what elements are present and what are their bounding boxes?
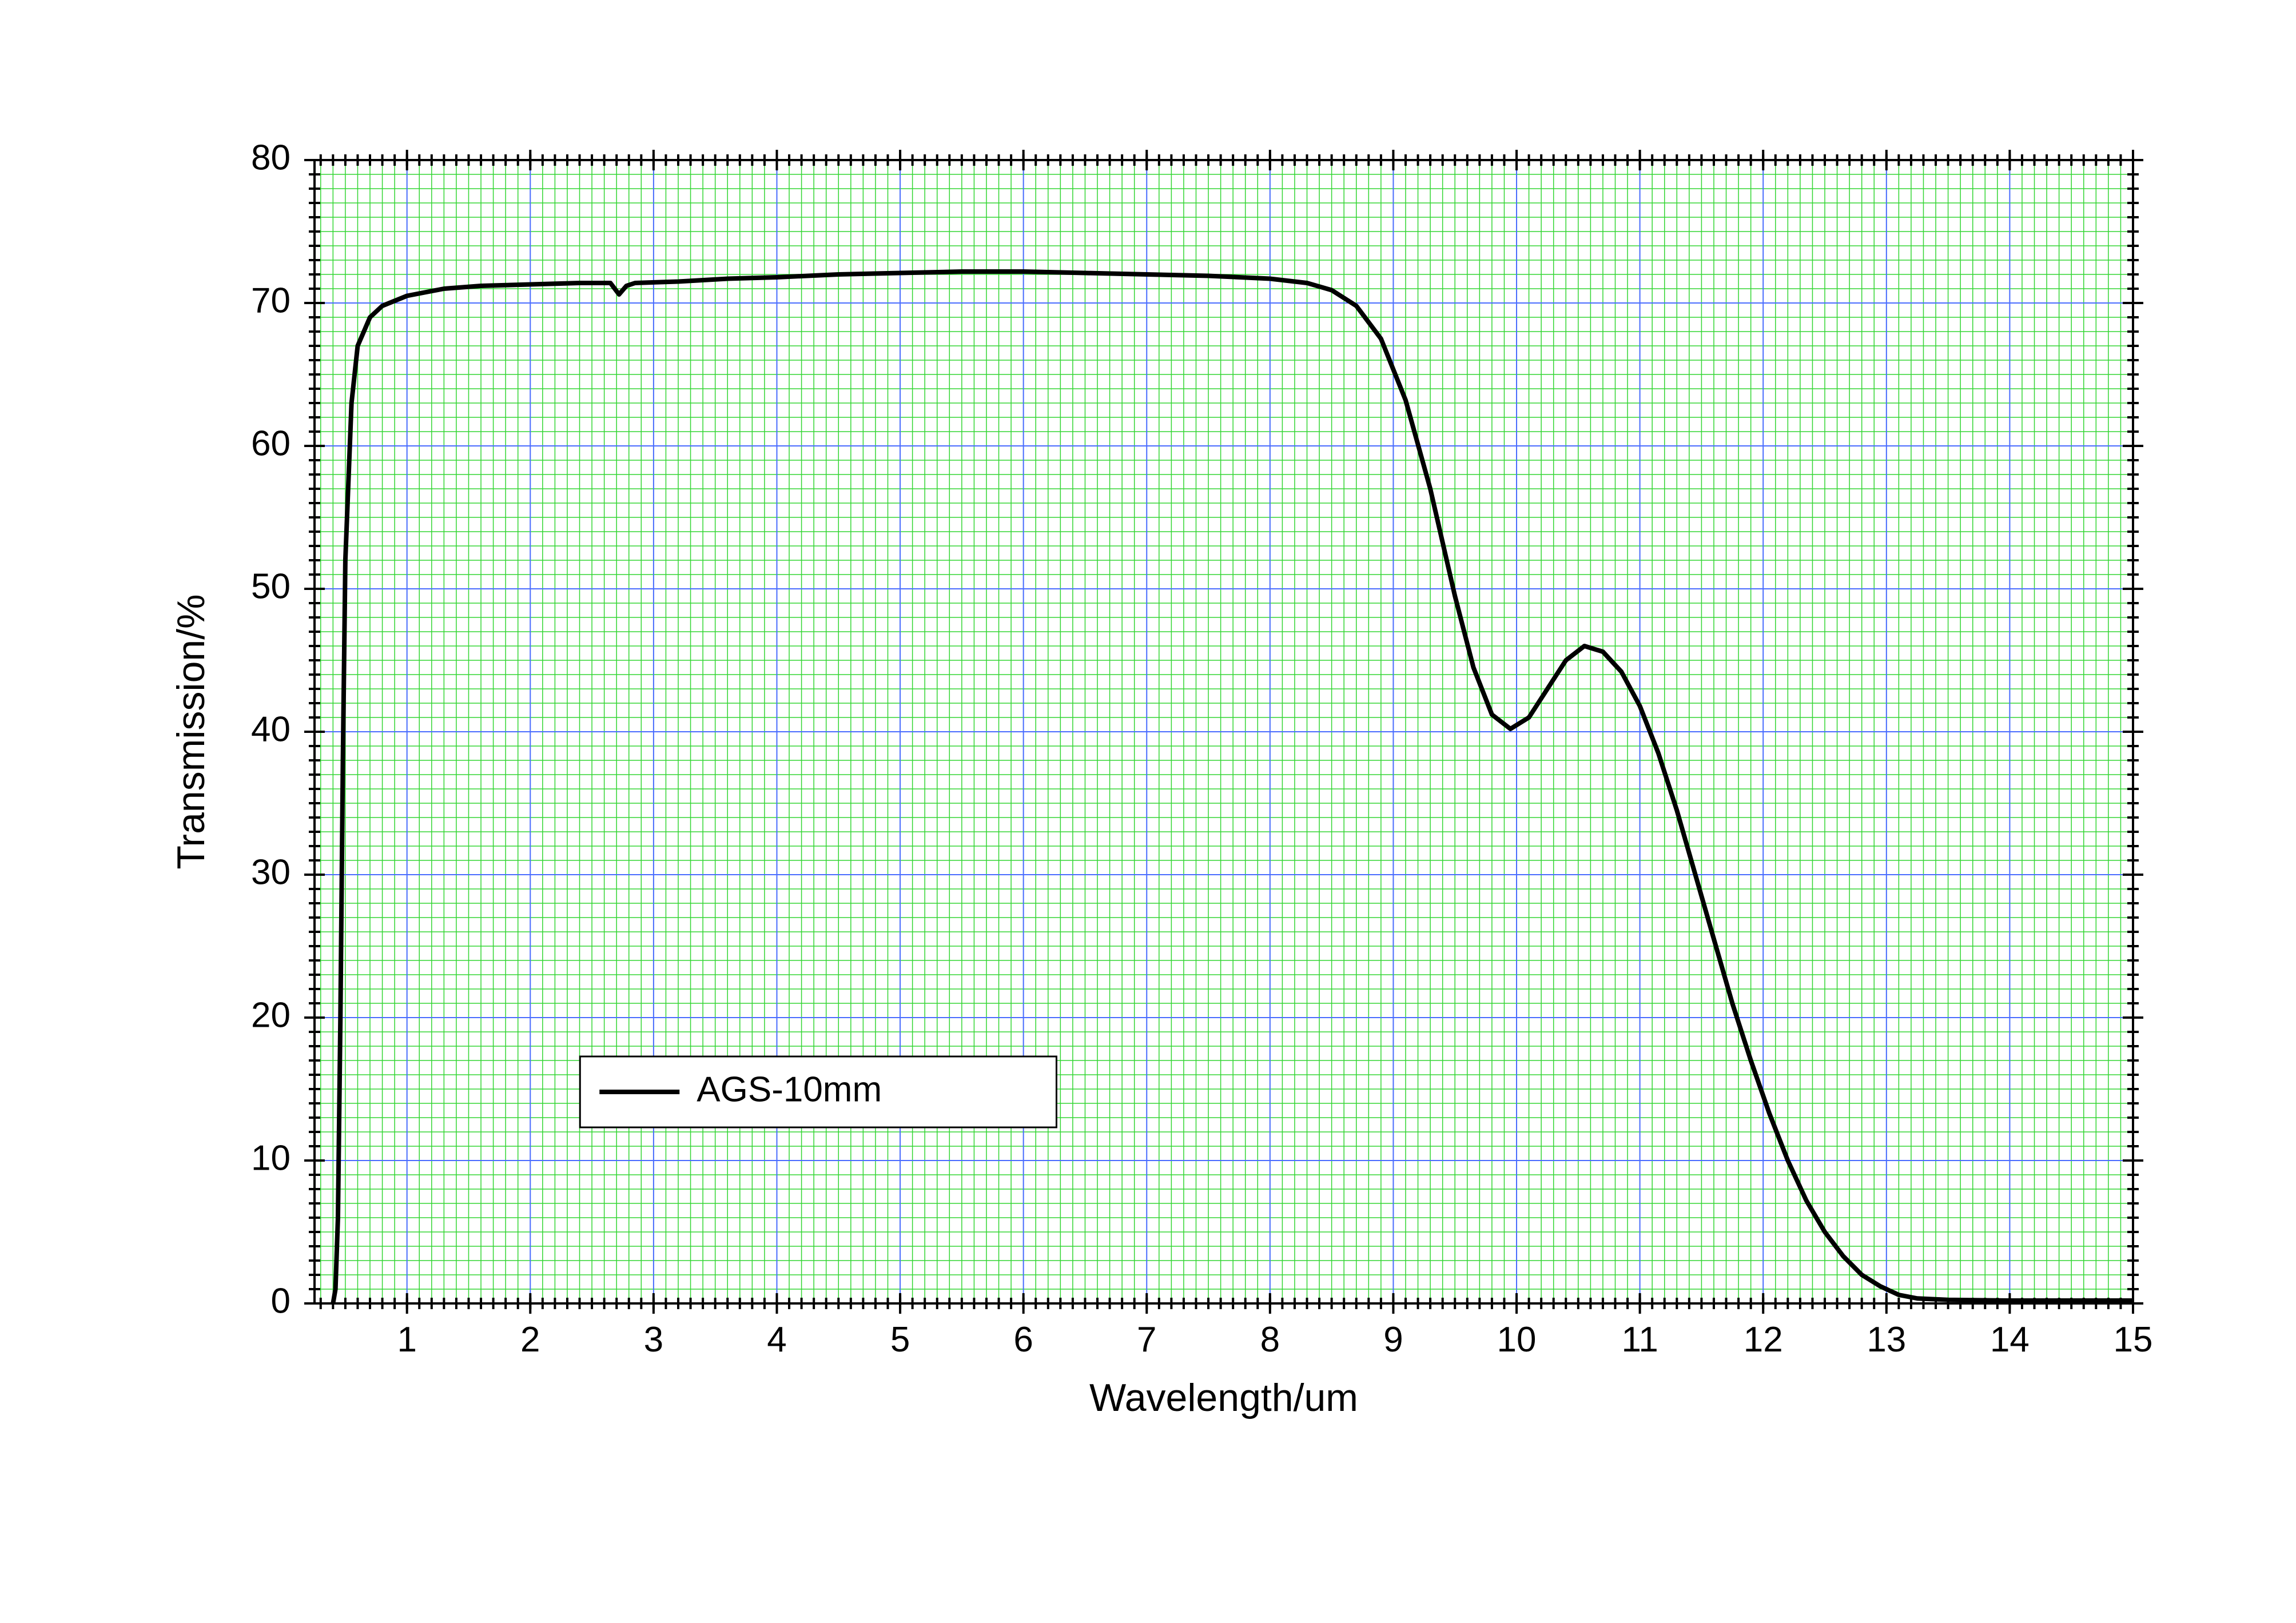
x-tick-label: 11 (1621, 1320, 1658, 1359)
x-tick-label: 15 (2114, 1320, 2153, 1359)
x-tick-label: 8 (1260, 1320, 1280, 1359)
y-tick-label: 0 (271, 1281, 291, 1321)
x-tick-label: 7 (1137, 1320, 1156, 1359)
chart-container: AGS-10mm12345678910111213141501020304050… (0, 0, 2296, 1623)
y-tick-label: 40 (251, 709, 291, 749)
y-tick-label: 30 (251, 852, 291, 892)
y-tick-label: 70 (251, 281, 291, 320)
y-tick-label: 80 (251, 138, 291, 177)
x-tick-label: 1 (397, 1320, 416, 1359)
y-tick-label: 50 (251, 567, 291, 606)
grid (315, 160, 2133, 1303)
x-tick-label: 10 (1497, 1320, 1537, 1359)
x-tick-label: 9 (1383, 1320, 1403, 1359)
y-axis-title: Transmission/% (169, 594, 213, 869)
y-tick-label: 60 (251, 424, 291, 463)
x-axis-title: Wavelength/um (1089, 1376, 1358, 1419)
y-tick-label: 10 (251, 1138, 291, 1178)
legend-label-0: AGS-10mm (697, 1070, 882, 1109)
transmission-chart: AGS-10mm12345678910111213141501020304050… (0, 0, 2296, 1623)
x-tick-label: 2 (520, 1320, 540, 1359)
x-tick-label: 5 (890, 1320, 910, 1359)
x-tick-label: 14 (1990, 1320, 2030, 1359)
x-tick-label: 3 (644, 1320, 663, 1359)
x-tick-label: 6 (1013, 1320, 1033, 1359)
x-tick-label: 13 (1867, 1320, 1906, 1359)
y-tick-label: 20 (251, 995, 291, 1035)
legend: AGS-10mm (580, 1056, 1056, 1127)
x-tick-label: 12 (1744, 1320, 1783, 1359)
x-tick-label: 4 (767, 1320, 786, 1359)
